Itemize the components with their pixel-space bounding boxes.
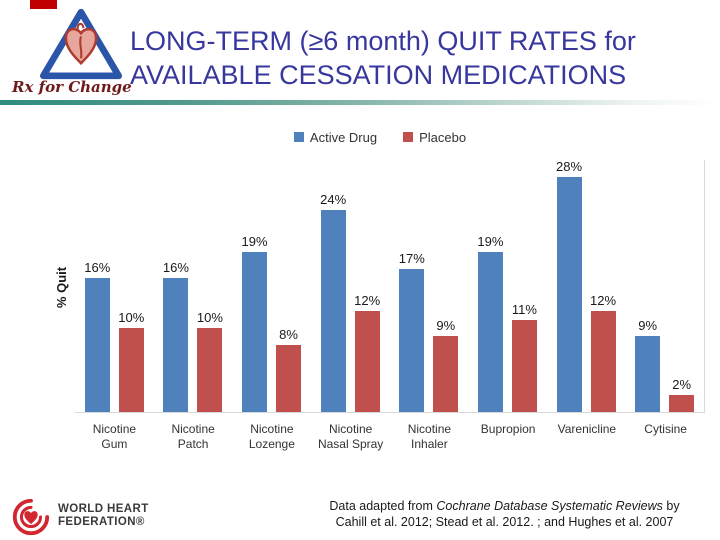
- chart-legend: Active Drug Placebo: [55, 128, 705, 146]
- category-label: Varenicline: [557, 422, 617, 436]
- world-heart-federation-logo-icon: [12, 498, 50, 536]
- quit-rates-bar-chart: % Quit Active Drug Placebo 16% 10% 16% 10% 19…: [54, 128, 705, 458]
- bar-column: 19%: [241, 234, 268, 412]
- citation-prefix: Data adapted from: [329, 499, 437, 513]
- bar-group: 28% 12%: [547, 159, 626, 412]
- category-label: Cytisine: [644, 422, 687, 436]
- bar-value-label: 16%: [162, 259, 189, 275]
- citation-text: Data adapted from Cochrane Database Syst…: [295, 498, 714, 530]
- rx-logo-caption: Rx for Change: [12, 78, 132, 96]
- bar: [84, 277, 110, 412]
- bar: [556, 176, 582, 412]
- bar: [511, 319, 537, 412]
- bar-value-label: 9%: [436, 318, 456, 334]
- bar-value-label: 16%: [84, 259, 111, 275]
- y-axis-label: % Quit: [54, 266, 70, 309]
- bar-column: 24%: [320, 192, 347, 412]
- legend-item: Placebo: [403, 128, 466, 146]
- category-axis: Nicotine Gum Nicotine Patch Nicotine Lozen…: [75, 413, 705, 452]
- category-label: Bupropion: [480, 422, 536, 436]
- bar-column: 2%: [668, 377, 695, 412]
- bar-column: 16%: [162, 260, 189, 412]
- bar: [118, 328, 144, 412]
- category-label: Nicotine Inhaler: [407, 422, 452, 451]
- bar: [163, 277, 189, 412]
- world-heart-federation-wordmark: WORLD HEART FEDERATION®: [58, 503, 149, 529]
- plot-area: 16% 10% 16% 10% 19% 8% 24% 12% 17% 9% 19% 11% 28% 12%…: [75, 159, 705, 413]
- category-label: Nicotine Patch: [171, 422, 215, 451]
- bar-group: 16% 10%: [154, 260, 233, 412]
- bar: [669, 395, 695, 412]
- bar-value-label: 10%: [196, 310, 223, 325]
- legend-swatch: [293, 132, 304, 142]
- whf-line2: FEDERATION®: [58, 516, 145, 528]
- legend-label: Placebo: [419, 129, 467, 145]
- bar: [590, 311, 616, 412]
- bar-value-label: 11%: [511, 301, 537, 317]
- bar-group: 9% 2%: [625, 318, 704, 412]
- bar-column: 19%: [477, 234, 504, 412]
- bar-column: 16%: [84, 260, 111, 412]
- bar: [354, 311, 380, 412]
- bar: [197, 328, 223, 412]
- bar-column: 12%: [354, 293, 381, 412]
- bar-column: 12%: [590, 293, 617, 412]
- bar-column: 9%: [634, 318, 661, 412]
- bar-group: 17% 9%: [390, 251, 469, 412]
- bar: [242, 252, 268, 412]
- bar-value-label: 12%: [354, 293, 381, 309]
- bars-row: 16% 10% 16% 10% 19% 8% 24% 12% 17% 9% 19% 11% 28% 12%…: [75, 159, 704, 412]
- citation-suffix: by: [662, 499, 680, 513]
- bar-value-label: 2%: [672, 377, 692, 393]
- bar-column: 10%: [118, 310, 145, 412]
- bar-value-label: 8%: [279, 326, 298, 342]
- bar-column: 11%: [511, 302, 538, 412]
- bar: [635, 336, 661, 412]
- whf-line1: WORLD HEART: [58, 503, 149, 515]
- accent-mark: [30, 0, 57, 9]
- slide-title-line2: AVAILABLE CESSATION MEDICATIONS: [130, 60, 627, 90]
- bar-group: 16% 10%: [75, 260, 154, 412]
- legend-swatch: [403, 132, 414, 142]
- bar-value-label: 19%: [241, 234, 268, 250]
- bar: [320, 210, 346, 412]
- category-label: Nicotine Gum: [92, 422, 137, 451]
- bar-group: 19% 11%: [468, 234, 547, 412]
- bar-column: 10%: [196, 310, 223, 412]
- citation-journal: Cochrane Database Systematic Reviews: [436, 499, 663, 513]
- bar-value-label: 24%: [320, 192, 347, 208]
- bar-value-label: 12%: [590, 293, 617, 309]
- bar-value-label: 19%: [477, 234, 504, 250]
- category-label: Nicotine Nasal Spray: [317, 422, 384, 451]
- bar-column: 8%: [275, 327, 302, 412]
- bar-column: 9%: [432, 318, 459, 412]
- bar: [433, 336, 459, 412]
- bar-column: 28%: [556, 159, 583, 412]
- slide-title: LONG-TERM (≥6 month) QUIT RATES for AVAI…: [130, 24, 715, 92]
- bar-group: 19% 8%: [232, 234, 311, 412]
- bar-column: 17%: [398, 251, 425, 412]
- bar-value-label: 9%: [638, 318, 658, 334]
- bar: [477, 252, 503, 412]
- bar: [399, 269, 425, 412]
- header-divider: [0, 100, 720, 105]
- bar-value-label: 10%: [118, 310, 145, 325]
- slide-title-line1: LONG-TERM (≥6 month) QUIT RATES for: [130, 26, 636, 56]
- bar: [276, 344, 302, 412]
- category-label: Nicotine Lozenge: [248, 422, 295, 451]
- bar-group: 24% 12%: [311, 192, 390, 412]
- legend-label: Active Drug: [309, 129, 378, 145]
- citation-line1: Data adapted from Cochrane Database Syst…: [295, 498, 714, 514]
- bar-value-label: 28%: [556, 158, 583, 174]
- bar-value-label: 17%: [398, 251, 425, 267]
- legend-item: Active Drug: [293, 128, 378, 146]
- rx-for-change-logo-icon: [39, 8, 123, 80]
- citation-line2: Cahill et al. 2012; Stead et al. 2012. ;…: [335, 515, 674, 529]
